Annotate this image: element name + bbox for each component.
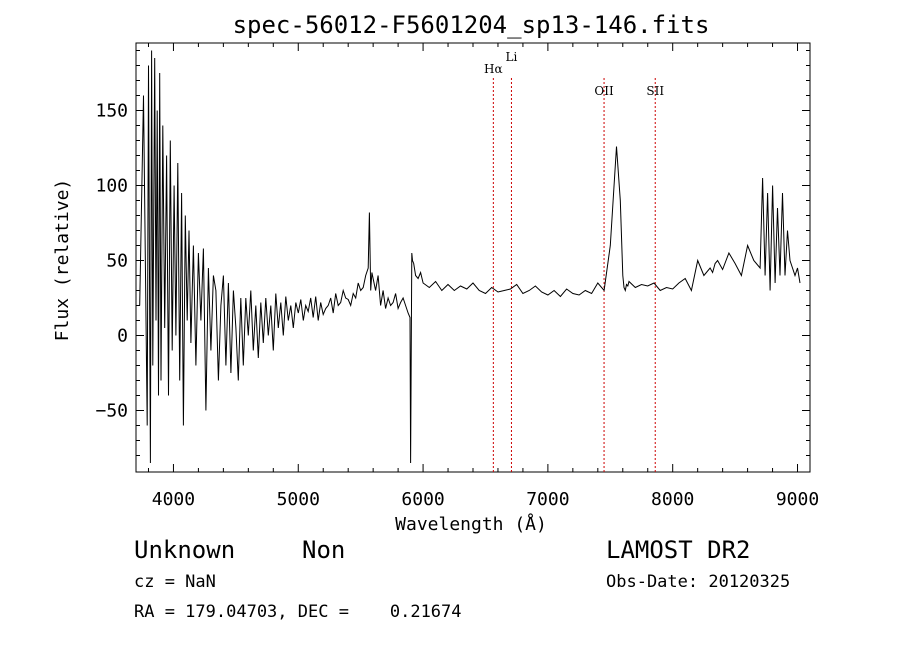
x-axis: 4000 5000 6000 7000 8000 9000 (147, 43, 819, 510)
redshift-text: cz = NaN (134, 572, 216, 592)
spectrum-series (139, 50, 801, 464)
x-tick-label: 9000 (776, 489, 819, 510)
y-tick-label: 100 (95, 176, 128, 197)
object-class: Unknown (134, 536, 236, 564)
y-tick-label: 0 (117, 326, 128, 347)
x-tick-label: 4000 (152, 489, 195, 510)
x-tick-label: 6000 (401, 489, 444, 510)
spectrum-line (139, 50, 801, 464)
survey-name: LAMOST DR2 (606, 536, 751, 564)
y-tick-label: 50 (106, 251, 128, 272)
marker-label-OII: OII (594, 84, 614, 98)
marker-label-Hα: Hα (484, 62, 503, 76)
y-tick-label: 150 (95, 101, 128, 122)
x-tick-label: 8000 (651, 489, 694, 510)
chart-title: spec-56012-F5601204_sp13-146.fits (233, 11, 710, 39)
plot-frame (135, 42, 811, 473)
marker-label-Li: Li (506, 50, 518, 64)
object-subclass: Non (302, 536, 346, 564)
observation-date: Obs-Date: 20120325 (606, 572, 791, 592)
x-tick-label: 5000 (277, 489, 320, 510)
x-axis-label: Wavelength (Å) (395, 513, 547, 535)
y-tick-label: −50 (95, 401, 128, 422)
y-axis-label: Flux (relative) (52, 179, 73, 342)
x-tick-label: 7000 (526, 489, 569, 510)
y-axis: −50 0 50 100 150 (95, 50, 810, 456)
coordinates-text: RA = 179.04703, DEC = 0.21674 (134, 602, 462, 622)
marker-label-SII: SII (646, 84, 664, 98)
